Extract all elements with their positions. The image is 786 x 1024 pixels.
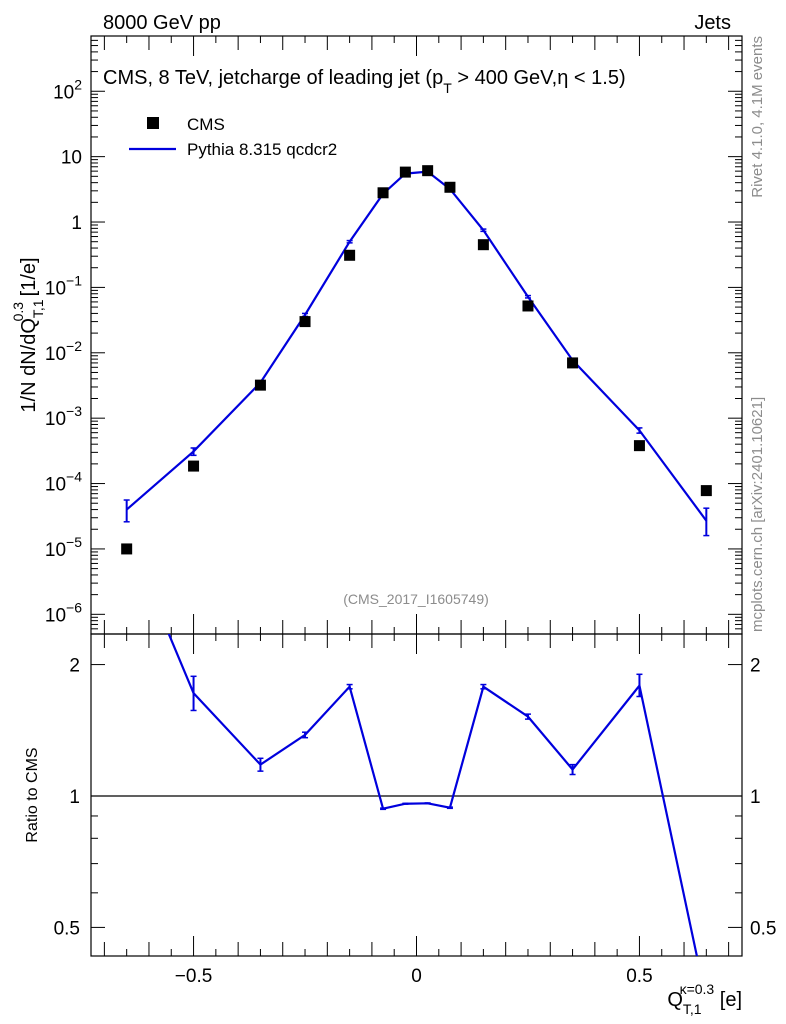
cms-data-point: [399, 166, 411, 178]
main-y-tick-label: 10−3: [45, 403, 82, 430]
ylabel-sup: 0.3: [10, 302, 26, 322]
legend-cms-label: CMS: [187, 115, 225, 134]
ylabel-post: [1/e]: [18, 257, 40, 301]
ratio-x-tick-label: 0: [411, 966, 422, 987]
main-x-ticks: [103, 36, 730, 634]
main-series-group: [121, 165, 712, 555]
main-y-tick-label: 10−6: [45, 599, 82, 626]
cms-data-point: [422, 165, 434, 177]
main-y-tick-exponent: −4: [66, 469, 82, 485]
ratio-y-tick-label: 1: [69, 787, 80, 808]
xlabel-post: [e]: [714, 989, 742, 1011]
ratio-y-tick-label: 0.5: [54, 918, 80, 939]
ylabel-sub: T,1: [30, 299, 46, 318]
pythia-curve: [125, 170, 708, 522]
cms-data-point: [121, 543, 133, 555]
header-energy-label: 8000 GeV pp: [103, 12, 221, 34]
cms-data-point: [299, 316, 311, 328]
main-y-tick-mantissa: 10: [45, 540, 66, 561]
cms-data-point: [522, 300, 534, 312]
ratio-curve: [167, 634, 698, 956]
main-y-tick-mantissa: 10: [45, 605, 66, 626]
ratio-x-tick-label: −0.5: [175, 966, 213, 987]
ratio-x-tick-label: 0.5: [626, 966, 652, 987]
main-y-tick-exponent: −2: [66, 338, 82, 354]
ratio-y-axis: 0.5 0.5 1 1 2 2: [54, 656, 777, 940]
cms-data-point: [633, 440, 645, 452]
main-y-tick-exponent: −3: [66, 403, 82, 419]
ratio-y-tick-label: 2: [69, 656, 80, 677]
legend-pythia-label: Pythia 8.315 qcdcr2: [187, 140, 337, 159]
ratio-y-tick-label-right: 0.5: [750, 918, 776, 939]
main-y-tick-mantissa: 10: [61, 148, 82, 169]
ratio-y-axis-label: Ratio to CMS: [24, 747, 41, 842]
main-y-tick-mantissa: 10: [53, 82, 74, 103]
main-y-tick-label: 102: [53, 76, 82, 103]
main-y-axis-label: 1/N dN/dQT,10.3 [1/e]: [10, 257, 46, 412]
header-category-label: Jets: [694, 12, 731, 34]
legend-cms-marker: [147, 117, 159, 129]
cms-data-point: [344, 249, 356, 261]
chart-title-post: > 400 GeV,η < 1.5): [452, 67, 626, 89]
mcplots-label: mcplots.cern.ch [arXiv:2401.10621]: [749, 397, 766, 632]
main-y-tick-exponent: 2: [74, 76, 82, 92]
ratio-x-axis: −0.5 0 0.5: [103, 634, 730, 987]
chart-title-sub: T: [443, 80, 452, 96]
main-y-tick-mantissa: 10: [45, 344, 66, 365]
analysis-reference-label: (CMS_2017_I1605749): [343, 591, 489, 607]
chart-title-pre: CMS, 8 TeV, jetcharge of leading jet (p: [103, 67, 443, 89]
main-y-tick-exponent: −6: [66, 599, 82, 615]
cms-data-point: [444, 181, 456, 193]
main-y-tick-label: 10: [61, 148, 82, 169]
main-y-tick-label: 10−4: [45, 469, 82, 496]
main-y-tick-mantissa: 1: [71, 213, 82, 234]
main-y-tick-label: 10−5: [45, 534, 82, 561]
ratio-y-tick-label-right: 1: [750, 787, 761, 808]
legend: CMS Pythia 8.315 qcdcr2: [129, 115, 337, 159]
chart-title: CMS, 8 TeV, jetcharge of leading jet (pT…: [103, 67, 626, 96]
main-y-tick-label: 1: [71, 213, 82, 234]
xlabel-sup: κ=0.3: [680, 981, 715, 997]
ratio-y-tick-label-right: 2: [750, 656, 761, 677]
cms-data-point: [700, 485, 712, 497]
ylabel-pre: 1/N dN/dQ: [18, 318, 40, 412]
main-y-tick-exponent: −1: [66, 272, 82, 288]
main-y-tick-exponent: −5: [66, 534, 82, 550]
main-y-tick-label: 10−2: [45, 338, 82, 365]
cms-data-point: [477, 239, 489, 251]
x-axis-label: QT,1 κ=0.3 [e]: [667, 981, 742, 1017]
xlabel-sub: T,1: [683, 1001, 702, 1017]
cms-data-point: [377, 187, 389, 199]
rivet-version-label: Rivet 4.1.0, 4.1M events: [749, 36, 766, 198]
ratio-series-group: [91, 634, 742, 956]
cms-data-point: [254, 379, 266, 391]
main-y-tick-mantissa: 10: [45, 475, 66, 496]
xlabel-pre: Q: [667, 989, 683, 1011]
cms-data-point: [188, 460, 200, 472]
cms-data-point: [567, 357, 579, 369]
main-y-tick-mantissa: 10: [45, 278, 66, 299]
main-y-tick-label: 10−1: [45, 272, 82, 299]
main-y-tick-mantissa: 10: [45, 409, 66, 430]
